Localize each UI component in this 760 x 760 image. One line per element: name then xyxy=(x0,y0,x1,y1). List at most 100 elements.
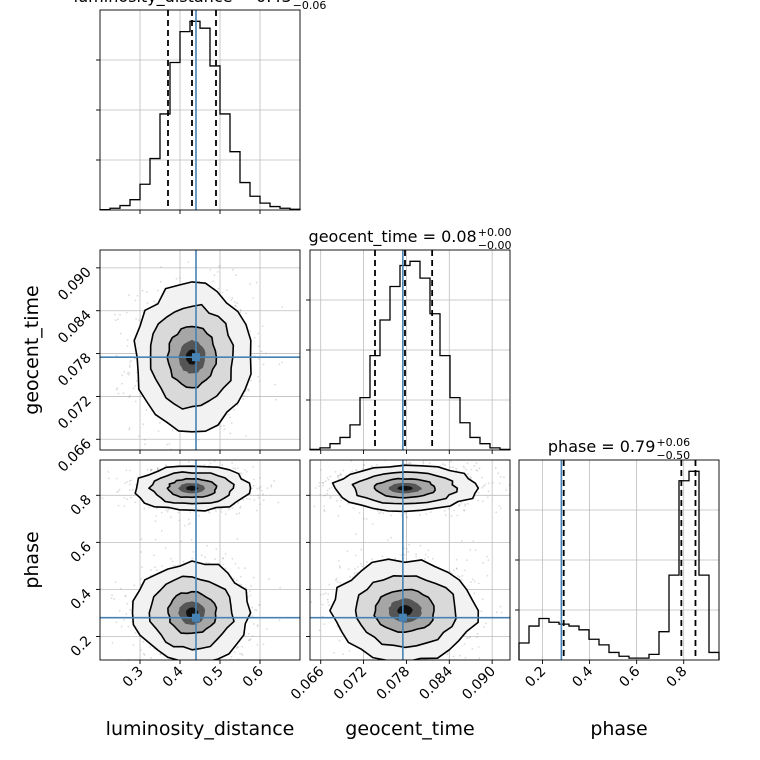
sample-point xyxy=(134,400,137,403)
sample-point xyxy=(130,479,132,482)
sample-point xyxy=(126,345,129,347)
sample-point xyxy=(249,590,252,593)
sample-point xyxy=(477,499,479,502)
sample-point xyxy=(154,566,157,569)
sample-point xyxy=(249,615,252,617)
sample-point xyxy=(128,396,131,399)
y-tick-label-phase: 0.8 xyxy=(68,492,95,519)
sample-point xyxy=(240,583,243,586)
sample-point xyxy=(216,271,219,273)
sample-point xyxy=(319,493,322,496)
sample-point xyxy=(127,625,130,628)
sample-point xyxy=(206,660,208,662)
sample-point xyxy=(450,515,453,517)
sample-point xyxy=(466,462,469,465)
sample-point xyxy=(328,487,331,490)
sample-point xyxy=(207,510,210,513)
sample-point xyxy=(338,560,340,562)
sample-point xyxy=(472,578,474,581)
sample-point xyxy=(143,670,145,672)
sample-point xyxy=(204,556,206,559)
sample-point xyxy=(246,388,249,391)
sample-point xyxy=(318,629,321,632)
sample-point xyxy=(259,485,262,488)
sample-point xyxy=(113,598,116,600)
sample-point xyxy=(145,514,147,516)
sample-point xyxy=(327,593,330,595)
sample-point xyxy=(172,565,175,567)
sample-point xyxy=(486,555,488,558)
sample-point xyxy=(128,469,131,472)
sample-point xyxy=(281,306,284,308)
x-tick-label-geocent_time: 0.078 xyxy=(374,664,414,704)
sample-point xyxy=(192,458,194,460)
sample-point xyxy=(234,305,237,307)
sample-point xyxy=(154,538,157,541)
sample-point xyxy=(314,487,317,489)
panel-frame-geocent_time xyxy=(309,249,511,451)
sample-point xyxy=(478,657,481,660)
sample-point xyxy=(427,549,430,552)
sample-point xyxy=(153,554,155,557)
title-sub: −0.00 xyxy=(478,239,512,252)
sample-point xyxy=(165,509,168,511)
hist-grid-phase xyxy=(519,460,719,660)
panel-frame-luminosity_distance xyxy=(99,9,301,211)
sample-point xyxy=(122,392,125,395)
sample-point xyxy=(250,585,253,587)
sample-point xyxy=(408,461,411,464)
sample-point xyxy=(153,300,156,303)
sample-point xyxy=(329,495,332,498)
sample-point xyxy=(223,428,226,430)
sample-point xyxy=(117,490,120,493)
sample-point xyxy=(236,645,239,648)
sample-point xyxy=(465,468,468,471)
sample-point xyxy=(388,457,390,459)
sample-point xyxy=(464,505,467,507)
histogram-phase xyxy=(518,470,720,660)
sample-point xyxy=(350,460,353,462)
sample-point xyxy=(233,409,236,411)
sample-point xyxy=(230,422,233,424)
sample-point xyxy=(515,606,517,608)
sample-point xyxy=(160,266,162,268)
sample-point xyxy=(326,489,329,492)
sample-point xyxy=(335,579,337,581)
sample-point xyxy=(251,487,253,490)
sample-point xyxy=(233,301,236,304)
sample-point xyxy=(270,484,273,486)
sample-point xyxy=(444,464,446,467)
sample-point xyxy=(121,374,124,376)
sample-point xyxy=(95,480,97,482)
sample-point xyxy=(247,388,250,390)
density-luminosity_distance-phase xyxy=(95,458,281,681)
sample-point xyxy=(471,648,474,650)
sample-point xyxy=(473,592,476,595)
sample-point xyxy=(120,332,122,335)
y-tick-label-geocent_time: 0.090 xyxy=(55,264,95,304)
sample-point xyxy=(389,664,391,666)
title-main: luminosity_distance = 0.43 xyxy=(74,0,292,7)
sample-point xyxy=(156,679,158,681)
y-axis-label-geocent_time: geocent_time xyxy=(21,285,43,414)
sample-point xyxy=(334,470,337,473)
sample-point xyxy=(239,472,241,475)
sample-point xyxy=(116,491,118,494)
sample-point xyxy=(127,373,130,376)
sample-point xyxy=(164,547,167,549)
sample-point xyxy=(459,654,461,657)
sample-point xyxy=(354,554,357,557)
sample-point xyxy=(111,594,113,596)
sample-point xyxy=(150,468,153,471)
sample-point xyxy=(320,469,322,471)
sample-point xyxy=(143,438,146,441)
sample-point xyxy=(517,498,519,500)
sample-point xyxy=(157,289,159,292)
sample-point xyxy=(328,674,330,676)
sample-point xyxy=(241,228,243,230)
sample-point xyxy=(462,465,465,468)
sample-point xyxy=(505,489,508,491)
sample-point xyxy=(118,610,121,612)
sample-point xyxy=(197,514,200,517)
sample-point xyxy=(156,467,159,470)
